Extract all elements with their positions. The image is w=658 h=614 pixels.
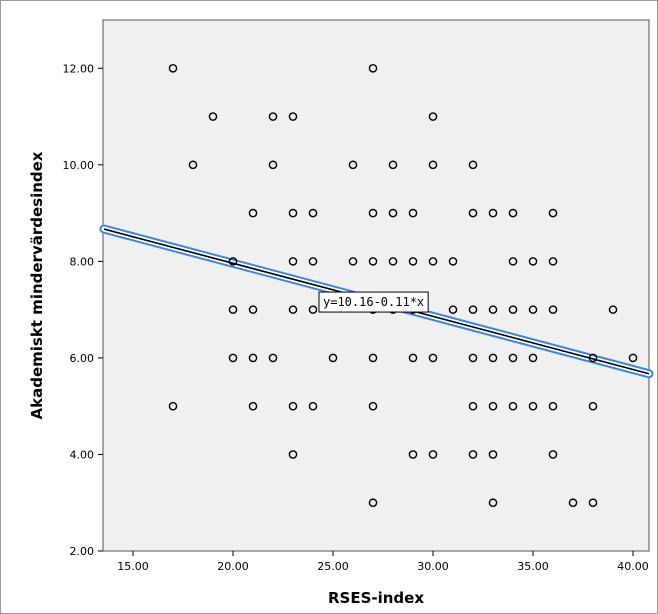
x-tick-label: 20.00 bbox=[217, 560, 249, 573]
data-point bbox=[548, 257, 558, 266]
data-point bbox=[268, 112, 278, 121]
data-point bbox=[188, 160, 198, 170]
data-point bbox=[368, 63, 378, 73]
fit-equation-box bbox=[318, 291, 429, 313]
data-point bbox=[228, 257, 238, 266]
data-point bbox=[308, 305, 318, 314]
data-point bbox=[448, 305, 458, 314]
data-point bbox=[468, 401, 478, 411]
data-point bbox=[468, 160, 478, 170]
data-point bbox=[308, 257, 318, 266]
data-point bbox=[428, 257, 438, 266]
data-point bbox=[308, 208, 318, 218]
data-point bbox=[488, 450, 498, 459]
x-tick-label: 15.00 bbox=[117, 560, 149, 573]
data-point bbox=[488, 498, 498, 508]
data-point bbox=[208, 112, 218, 121]
x-tick-label: 30.00 bbox=[417, 560, 449, 573]
data-point bbox=[268, 353, 278, 363]
data-point bbox=[168, 401, 178, 411]
data-point bbox=[408, 353, 418, 363]
x-axis-title: RSES-index bbox=[328, 589, 424, 607]
data-point bbox=[288, 450, 298, 459]
data-point bbox=[568, 498, 578, 508]
data-point bbox=[548, 450, 558, 459]
data-point bbox=[548, 208, 558, 218]
data-point bbox=[408, 257, 418, 266]
data-point bbox=[368, 401, 378, 411]
y-tick-label: 4.00 bbox=[70, 448, 95, 461]
data-point bbox=[368, 208, 378, 218]
data-point bbox=[348, 160, 358, 170]
y-tick-label: 10.00 bbox=[63, 159, 95, 172]
data-point bbox=[468, 305, 478, 314]
data-point bbox=[308, 401, 318, 411]
data-point bbox=[588, 401, 598, 411]
data-point bbox=[228, 353, 238, 363]
data-point bbox=[608, 305, 618, 314]
data-point bbox=[488, 353, 498, 363]
data-point bbox=[588, 353, 598, 363]
data-point bbox=[288, 401, 298, 411]
data-point bbox=[388, 257, 398, 266]
y-axis-title: Akademiskt mindervärdesindex bbox=[28, 151, 46, 419]
data-point bbox=[528, 353, 538, 363]
data-point bbox=[448, 257, 458, 266]
data-point bbox=[248, 401, 258, 411]
data-point bbox=[428, 450, 438, 459]
data-point bbox=[348, 257, 358, 266]
data-point bbox=[508, 353, 518, 363]
data-point bbox=[428, 160, 438, 170]
data-point bbox=[368, 498, 378, 508]
y-tick-label: 6.00 bbox=[70, 352, 95, 365]
x-tick-label: 40.00 bbox=[617, 560, 649, 573]
data-point bbox=[468, 450, 478, 459]
data-point bbox=[488, 208, 498, 218]
fit-equation-label: y=10.16-0.11*x bbox=[323, 295, 424, 309]
data-point bbox=[328, 353, 338, 363]
y-tick-label: 2.00 bbox=[70, 545, 95, 558]
data-point bbox=[368, 353, 378, 363]
data-point bbox=[428, 353, 438, 363]
data-point bbox=[528, 401, 538, 411]
data-point bbox=[488, 401, 498, 411]
data-point bbox=[548, 305, 558, 314]
plot-area bbox=[102, 19, 650, 552]
data-point bbox=[548, 401, 558, 411]
data-point bbox=[168, 63, 178, 73]
data-point bbox=[288, 208, 298, 218]
data-point bbox=[628, 353, 638, 363]
y-tick-label: 12.00 bbox=[63, 62, 95, 75]
data-point bbox=[468, 208, 478, 218]
data-point bbox=[288, 305, 298, 314]
data-point bbox=[588, 498, 598, 508]
data-point bbox=[288, 257, 298, 266]
data-point bbox=[488, 305, 498, 314]
data-point bbox=[248, 208, 258, 218]
data-point bbox=[508, 305, 518, 314]
data-point bbox=[468, 353, 478, 363]
x-tick-label: 25.00 bbox=[317, 560, 349, 573]
data-point bbox=[408, 208, 418, 218]
data-point bbox=[428, 112, 438, 121]
data-point bbox=[248, 353, 258, 363]
data-point bbox=[528, 305, 538, 314]
data-point bbox=[528, 257, 538, 266]
y-tick-label: 8.00 bbox=[70, 255, 95, 268]
data-point bbox=[508, 257, 518, 266]
data-point bbox=[408, 450, 418, 459]
data-point bbox=[288, 112, 298, 121]
data-point bbox=[508, 208, 518, 218]
data-point bbox=[508, 401, 518, 411]
data-point bbox=[228, 305, 238, 314]
data-point bbox=[368, 257, 378, 266]
data-point bbox=[388, 208, 398, 218]
data-point bbox=[388, 160, 398, 170]
data-point bbox=[268, 160, 278, 170]
x-tick-label: 35.00 bbox=[517, 560, 549, 573]
data-point bbox=[248, 305, 258, 314]
